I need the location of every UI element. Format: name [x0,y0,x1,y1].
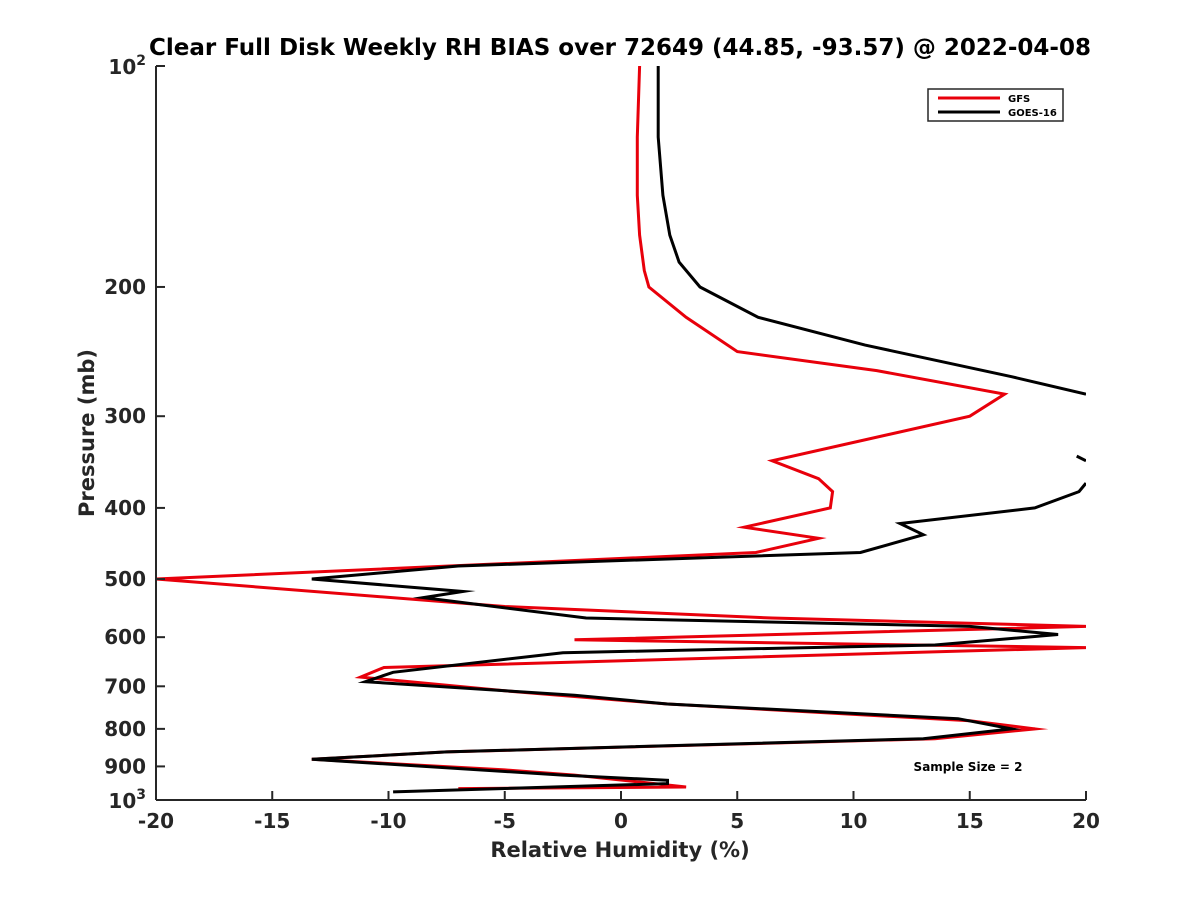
x-tick-label: 15 [956,809,984,833]
x-tick-label: -15 [254,809,290,833]
series-line-goes-16-part-1 [656,66,1086,396]
y-tick-label: 700 [104,674,146,698]
x-tick-label: 5 [730,809,744,833]
y-tick-label: 103 [108,787,146,813]
y-tick-label: 500 [104,567,146,591]
y-tick-label: 900 [104,754,146,778]
legend-box [927,88,1064,122]
chart-title: Clear Full Disk Weekly RH BIAS over 7264… [149,35,1091,61]
y-tick-label: 600 [104,625,146,649]
y-tick-label: 200 [104,275,146,299]
y-axis-label: Pressure (mb) [75,349,99,517]
sample-size-annotation: Sample Size = 2 [914,760,1023,774]
x-tick-label: -20 [138,809,174,833]
y-tick-label: 102 [108,53,146,79]
legend-label-gfs: GFS [1008,94,1030,105]
x-tick-label: -5 [494,809,516,833]
legend: GFS GOES-16 [927,88,1064,122]
y-tick-label: 400 [104,496,146,520]
axes-layer: -20 -15 -10 -5 0 5 10 15 20 102 200 300 400 500 600 700… [104,53,1100,833]
x-tick-label: 10 [840,809,868,833]
series-layer [156,66,1086,794]
y-tick-label: 800 [104,717,146,741]
x-tick-label: 20 [1072,809,1100,833]
x-tick-label: 0 [614,809,628,833]
y-tick-label: 300 [104,404,146,428]
x-axis-label: Relative Humidity (%) [490,838,749,862]
legend-label-goes-16: GOES-16 [1008,108,1057,119]
series-line-goes-16-part-2 [1076,454,1086,463]
x-tick-label: -10 [370,809,406,833]
series-line-goes-16-part-3 [311,482,1086,794]
